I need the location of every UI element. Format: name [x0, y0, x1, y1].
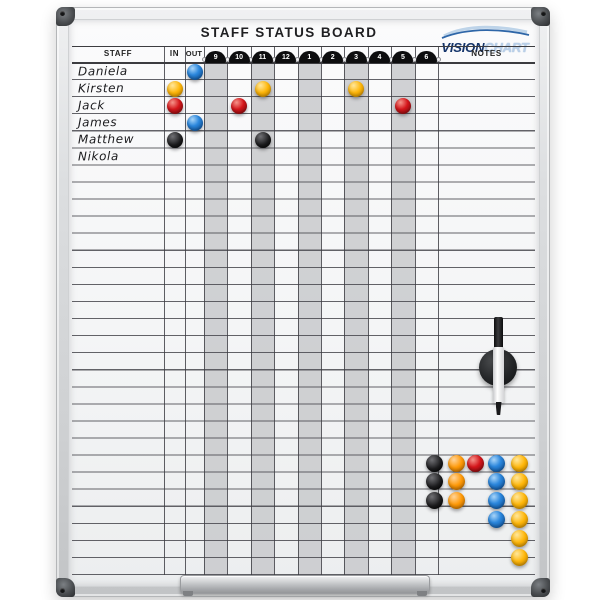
- logo-word-vision: VISION: [441, 40, 485, 55]
- column-line: [367, 46, 369, 575]
- logo-swoosh-icon: [441, 25, 530, 39]
- magnet-red: [231, 97, 248, 114]
- magnet-blue: [487, 473, 505, 491]
- whiteboard-marker: [493, 347, 504, 403]
- hour-badge: 2: [322, 50, 344, 63]
- column-line: [321, 46, 322, 575]
- hour-badge: 6: [415, 50, 437, 63]
- column-line: [164, 46, 165, 575]
- magnet-yellow: [510, 473, 528, 491]
- column-line: [274, 46, 276, 575]
- magnet-yellow: [254, 80, 271, 97]
- magnet-yellow: [510, 510, 528, 528]
- magnet-red: [394, 97, 411, 114]
- magnet-yellow: [510, 454, 528, 472]
- marker-cap: [494, 317, 503, 348]
- pen-tray: [180, 575, 430, 596]
- pen-tray-foot: [183, 591, 193, 596]
- magnet-yellow: [348, 80, 365, 97]
- hour-badge: 10: [228, 50, 250, 63]
- column-line: [204, 46, 205, 575]
- magnet-orange: [447, 473, 465, 491]
- magnet-black: [425, 473, 443, 491]
- column-line: [414, 46, 416, 575]
- frame-corner-cap: [56, 7, 75, 26]
- frame-corner-cap: [531, 578, 550, 597]
- magnet-red: [467, 454, 484, 472]
- frame-corner-cap: [531, 7, 550, 26]
- column-header-in: IN: [169, 49, 180, 58]
- magnet-yellow: [510, 492, 528, 510]
- column-line: [227, 46, 229, 575]
- pen-tray-foot: [417, 591, 427, 596]
- magnet-red: [166, 97, 183, 114]
- staff-name: Kirsten: [77, 80, 125, 96]
- staff-name: James: [77, 114, 118, 130]
- staff-name: Daniela: [77, 63, 128, 79]
- column-line: [344, 46, 346, 575]
- magnet-black: [425, 492, 443, 510]
- hour-badge: 12: [275, 50, 297, 63]
- column-line: [250, 46, 252, 575]
- column-header-notes: NOTES: [471, 49, 502, 58]
- magnet-black: [425, 454, 443, 472]
- logo-text: VISIONCHART: [437, 40, 533, 55]
- magnet-yellow: [166, 80, 183, 97]
- magnet-orange: [447, 454, 465, 472]
- marker-tip: [495, 402, 502, 415]
- column-line: [185, 46, 186, 575]
- magnet-orange: [447, 492, 465, 510]
- staff-name: Nikola: [77, 148, 119, 164]
- row-lines: [72, 63, 535, 576]
- magnet-blue: [186, 114, 203, 131]
- staff-name: Jack: [77, 97, 105, 113]
- magnet-yellow: [510, 529, 528, 547]
- hour-badge: 1: [298, 50, 320, 63]
- staff-name: Matthew: [77, 131, 135, 147]
- status-grid: STAFF IN OUT NOTES 9 10 11 12 1 2 3 4 5 6 Daniela K…: [69, 20, 539, 586]
- column-line: [438, 46, 439, 575]
- visionchart-logo: VISIONCHART: [437, 24, 533, 62]
- magnet-blue: [487, 492, 505, 510]
- hour-badge: 3: [345, 50, 367, 63]
- column-header-staff: STAFF: [103, 49, 133, 58]
- hour-badge: 4: [369, 50, 390, 63]
- magnet-blue: [487, 510, 505, 528]
- header-top-line: [72, 46, 535, 47]
- magnet-blue: [186, 63, 203, 80]
- board-title: STAFF STATUS BOARD: [200, 25, 378, 40]
- logo-word-chart: CHART: [484, 40, 529, 55]
- column-line: [391, 46, 393, 575]
- column-line: [297, 46, 299, 575]
- magnet-black: [166, 131, 183, 148]
- board-surface: STAFF STATUS BOARD VISIONCHART STAFF IN …: [68, 19, 540, 587]
- magnet-yellow: [510, 548, 528, 566]
- magnet-blue: [487, 454, 505, 472]
- frame-corner-cap: [56, 578, 75, 597]
- hour-badge: 9: [205, 50, 227, 63]
- magnet-black: [254, 131, 271, 148]
- hour-badge: 5: [392, 50, 414, 63]
- hour-badge: 11: [252, 50, 273, 63]
- column-header-out: OUT: [185, 49, 203, 58]
- whiteboard-frame: STAFF STATUS BOARD VISIONCHART STAFF IN …: [56, 7, 550, 597]
